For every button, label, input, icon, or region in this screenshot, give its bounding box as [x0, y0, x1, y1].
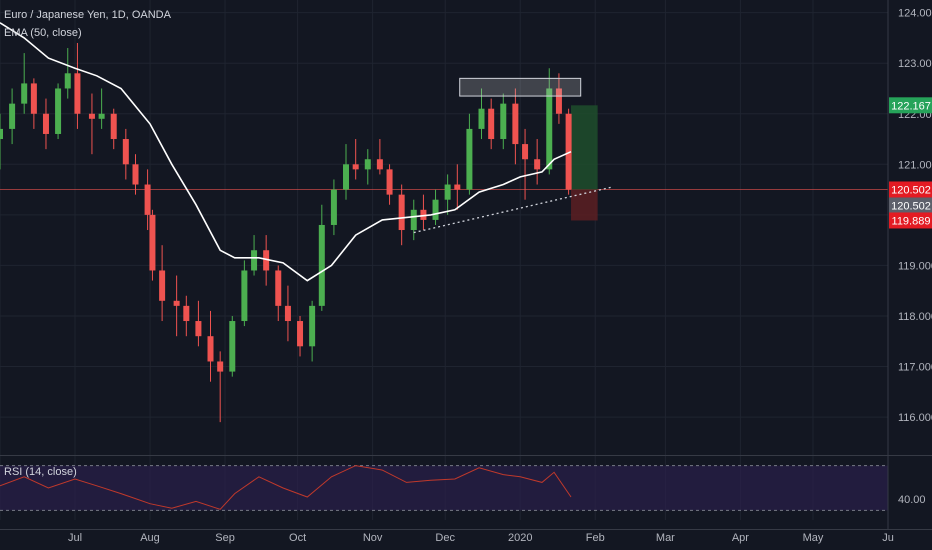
long-position-tool[interactable]	[571, 105, 598, 221]
time-tick-label: Mar	[656, 532, 675, 544]
symbol-legend[interactable]: Euro / Japanese Yen, 1D, OANDA	[4, 9, 171, 21]
candle-body	[183, 305, 190, 322]
rsi-pane: 40.00	[0, 465, 926, 511]
rsi-legend[interactable]: RSI (14, close)	[4, 466, 77, 478]
price-tick-label: 121.000	[898, 159, 932, 171]
candle-body	[330, 189, 337, 225]
ema-line	[0, 22, 572, 282]
price-labels: 122.167 120.502 120.502 119.889	[889, 97, 932, 229]
candle-body	[110, 113, 117, 140]
current-price-label: 120.502	[891, 184, 931, 196]
candle-body	[144, 184, 151, 215]
profit-zone	[571, 105, 598, 190]
ema-50-series	[0, 22, 572, 282]
candle-body	[55, 88, 62, 134]
current-price-label-bg	[889, 181, 932, 198]
price-tick-label: 116.000	[898, 412, 932, 424]
candle-body	[42, 113, 49, 134]
candle-body	[478, 108, 485, 129]
candle-body	[229, 321, 236, 372]
time-tick-label: Sep	[215, 532, 235, 544]
time-tick-label: Jul	[68, 532, 82, 544]
candle-body	[352, 164, 359, 170]
time-tick-label: Apr	[732, 532, 749, 544]
candle-body	[0, 128, 3, 140]
candle-body	[309, 305, 316, 347]
entry-price-label-bg	[889, 197, 932, 214]
candle-body	[275, 270, 282, 306]
support-trendline	[413, 186, 613, 234]
candle-body	[398, 194, 405, 231]
rsi-band	[0, 465, 888, 511]
rsi-tick-label: 40.00	[898, 494, 926, 506]
candle-body	[318, 224, 325, 306]
price-tick-label: 117.000	[898, 362, 932, 374]
candle-body	[74, 73, 81, 114]
candle-body	[132, 164, 139, 185]
stop-zone	[571, 189, 598, 221]
ema-legend[interactable]: EMA (50, close)	[4, 27, 82, 39]
stop-price-label-bg	[889, 212, 932, 229]
candle-body	[522, 144, 529, 160]
candle-body	[386, 169, 393, 195]
candle-body	[534, 159, 541, 170]
candle-body	[195, 321, 202, 337]
candle-body	[9, 103, 16, 129]
candle-body	[122, 139, 129, 165]
candle-body	[263, 250, 270, 271]
grid-lines	[0, 0, 889, 520]
time-tick-label: 2020	[508, 532, 532, 544]
candle-body	[21, 83, 28, 104]
time-tick-label: Oct	[289, 532, 306, 544]
candle-body	[98, 113, 105, 119]
time-tick-label: Feb	[586, 532, 605, 544]
candle-body	[410, 209, 417, 231]
candle-body	[207, 336, 214, 362]
price-tick-label: 119.000	[898, 260, 932, 272]
candle-body	[500, 103, 507, 140]
time-tick-label: Dec	[435, 532, 455, 544]
candle-body	[364, 159, 371, 170]
candle-body	[30, 83, 37, 114]
candle-body	[241, 270, 248, 322]
candle-body	[173, 300, 180, 306]
candle-body	[432, 199, 439, 220]
resistance-box	[459, 77, 582, 97]
time-tick-label: Aug	[140, 532, 160, 544]
candle-body	[217, 361, 224, 372]
candle-body	[565, 113, 572, 190]
candle-body	[88, 113, 95, 119]
candle-body	[466, 128, 473, 190]
candle-body	[64, 73, 71, 89]
candle-body	[376, 159, 383, 170]
time-tick-label: Ju	[882, 532, 894, 544]
candle-body	[454, 184, 461, 190]
price-tick-label: 118.000	[898, 311, 932, 323]
entry-price-label: 120.502	[891, 200, 931, 212]
target-price-label: 122.167	[891, 100, 931, 112]
candle-body	[159, 270, 166, 301]
candle-body	[488, 108, 495, 140]
candle-body	[546, 88, 553, 170]
price-tick-label: 123.000	[898, 58, 932, 70]
candle-body	[251, 250, 258, 271]
candle-body	[284, 305, 291, 322]
price-tick-label: 124.000	[898, 8, 932, 20]
stop-price-label: 119.889	[892, 215, 931, 227]
candle-body	[444, 184, 451, 200]
candle-body	[343, 164, 350, 190]
candle-body	[149, 214, 156, 271]
target-price-label-bg	[889, 97, 932, 114]
candle-body	[555, 88, 562, 114]
time-tick-label: May	[803, 532, 824, 544]
rsi-line	[0, 465, 572, 510]
candle-body	[512, 103, 519, 145]
time-tick-label: Nov	[363, 532, 383, 544]
drawings[interactable]	[413, 77, 613, 234]
candle-body	[297, 321, 304, 347]
candlestick-series	[0, 42, 572, 423]
